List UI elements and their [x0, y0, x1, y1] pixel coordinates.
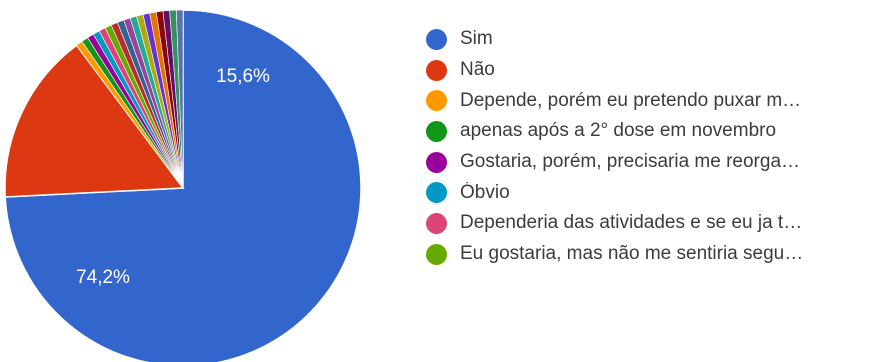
legend-item[interactable]: Não [426, 55, 888, 86]
legend-label: Não [460, 59, 495, 81]
data-label-nao: 15,6% [216, 66, 270, 87]
pie-slice[interactable] [4, 44, 185, 198]
legend-color-dot [426, 90, 447, 112]
data-label-sim: 74,2% [76, 267, 130, 288]
legend-label: Depende, porém eu pretendo puxar m… [460, 89, 802, 111]
legend-color-dot [426, 151, 447, 173]
pie-data-labels: 74,2% 15,6% [76, 66, 270, 288]
legend-item[interactable]: Sim [426, 24, 888, 55]
legend-item[interactable]: Gostaria, porém, precisaria me reorga… [426, 147, 888, 178]
legend-color-dot [426, 243, 447, 265]
legend-item[interactable]: Óbvio [426, 177, 888, 208]
legend-item[interactable]: Depende, porém eu pretendo puxar m… [426, 85, 888, 116]
legend-label: Eu gostaria, mas não me sentiria segu… [460, 243, 804, 265]
legend-color-dot [426, 182, 447, 204]
legend-label: Dependeria das atividades e se eu ja t… [460, 212, 803, 234]
legend-label: apenas após a 2° dose em novembro [460, 120, 777, 142]
legend-item[interactable]: Dependeria das atividades e se eu ja t… [426, 208, 888, 239]
legend-label: Gostaria, porém, precisaria me reorga… [460, 151, 801, 173]
legend-label: Óbvio [460, 181, 510, 203]
pie-slice[interactable] [175, 9, 184, 189]
legend: Sim Não Depende, porém eu pretendo puxar… [426, 24, 888, 270]
pie-slices [4, 9, 362, 362]
pie-chart-svg: 74,2% 15,6% [4, 9, 362, 362]
legend-item[interactable]: Eu gostaria, mas não me sentiria segu… [426, 239, 888, 270]
legend-color-dot [426, 120, 447, 142]
legend-color-dot [426, 59, 447, 81]
legend-label: Sim [460, 28, 493, 50]
legend-color-dot [426, 28, 447, 50]
legend-item[interactable]: apenas após a 2° dose em novembro [426, 116, 888, 147]
legend-color-dot [426, 212, 447, 234]
